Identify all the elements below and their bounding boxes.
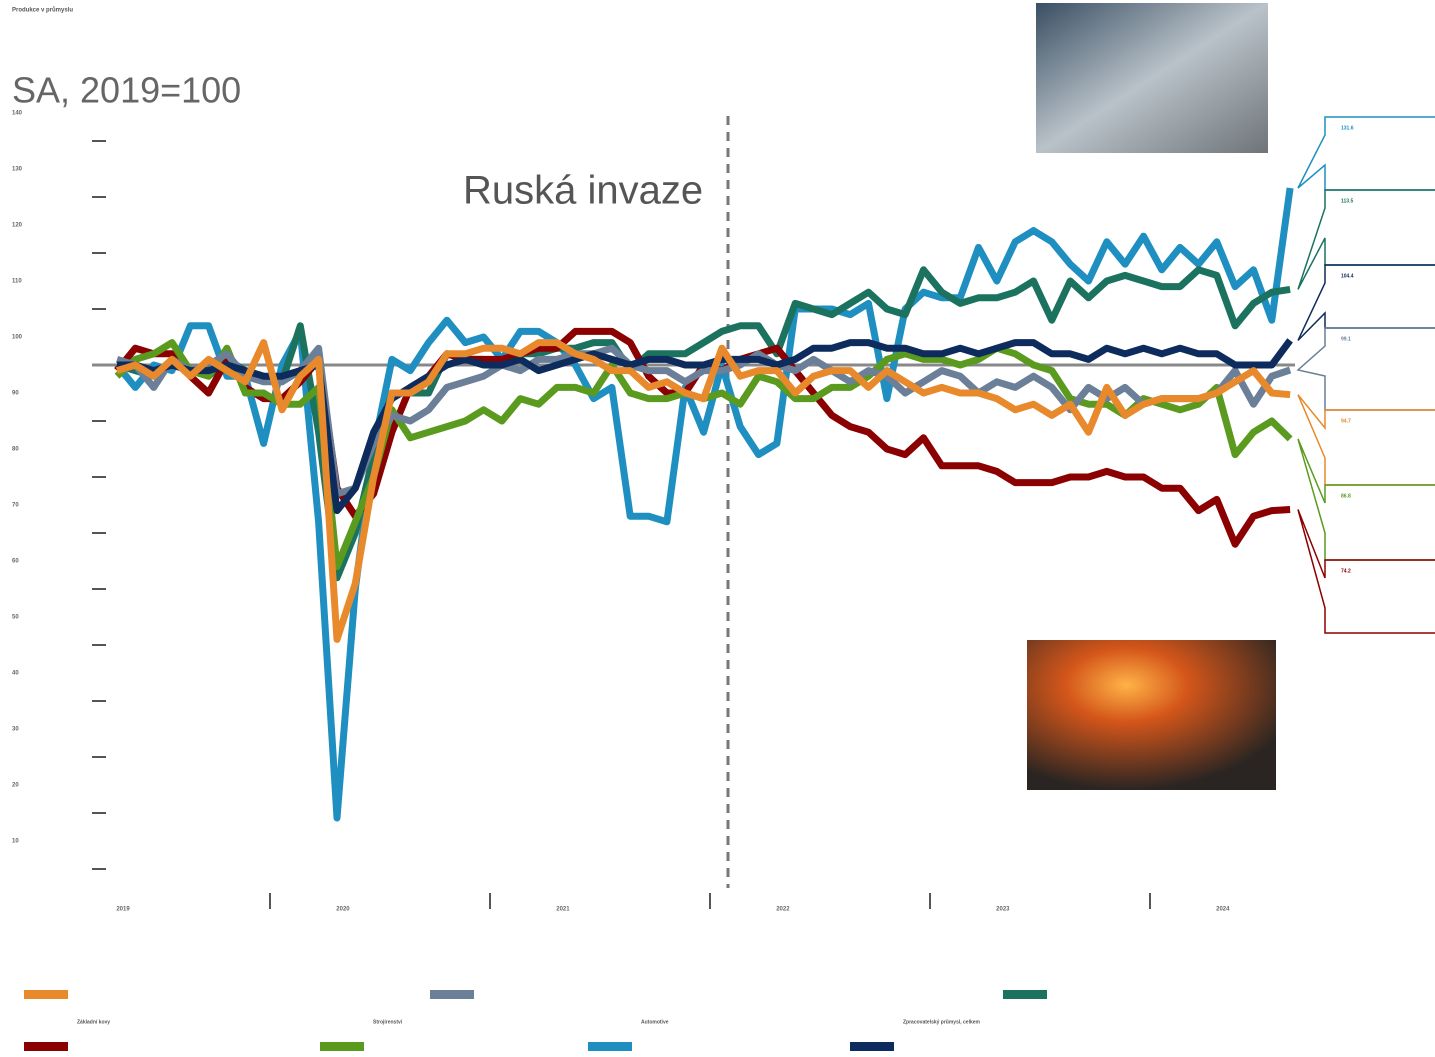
x-tick-label: 2021 (556, 907, 570, 913)
x-tick-label: 2019 (116, 907, 130, 913)
x-tick-label: 2020 (336, 907, 350, 913)
end-value-label: 99.1 (1341, 336, 1351, 342)
legend-swatch (588, 1042, 632, 1051)
series-line (115, 339, 1291, 643)
legend-label: Automotive (641, 1019, 669, 1025)
x-tick-label: 2023 (996, 907, 1010, 913)
y-tick-label: 130 (12, 167, 23, 173)
y-tick-label: 50 (12, 615, 19, 621)
callout-box (1297, 394, 1435, 486)
y-tick-label: 120 (12, 223, 23, 229)
end-value-label: 104.4 (1341, 273, 1354, 279)
end-value-label: 113.5 (1341, 198, 1353, 204)
legend-swatch (320, 1042, 364, 1051)
chart-subtitle: SA, 2019=100 (12, 70, 241, 111)
photo-car-factory (1036, 3, 1268, 153)
x-tick-label: 2024 (1216, 907, 1230, 913)
y-tick-label: 110 (12, 279, 22, 285)
y-tick-label: 140 (12, 111, 23, 117)
y-tick-label: 20 (12, 783, 19, 789)
y-tick-label: 10 (12, 839, 19, 845)
legend-swatch (850, 1042, 894, 1051)
callout-box (1296, 327, 1435, 411)
callout-box (1297, 264, 1435, 341)
end-value-label: 86.8 (1341, 493, 1351, 499)
series-line (115, 344, 1292, 498)
y-tick-label: 80 (12, 447, 19, 453)
y-tick-label: 60 (12, 559, 19, 565)
annotation: Ruská invaze (463, 169, 703, 213)
end-value-label: 74.2 (1341, 568, 1351, 574)
y-tick-label: 70 (12, 503, 19, 509)
end-value-label: 94.7 (1341, 418, 1351, 424)
callout-box (1297, 438, 1435, 561)
legend-swatch (430, 990, 474, 999)
end-value-label: 131.6 (1341, 125, 1354, 131)
chart-title: Produkce v průmyslu (12, 7, 73, 14)
y-tick-label: 40 (12, 671, 19, 677)
callout-box (1297, 189, 1435, 290)
callout-box (1297, 509, 1435, 634)
legend-swatch (1003, 990, 1047, 999)
legend-swatch (24, 990, 68, 999)
y-tick-label: 90 (12, 391, 19, 397)
legend-label: Strojírenství (373, 1019, 403, 1025)
photo-foundry (1027, 640, 1276, 790)
x-tick-label: 2022 (776, 907, 790, 913)
callout-box (1297, 116, 1435, 191)
y-tick-label: 100 (12, 335, 23, 341)
legend-label: Zpracovatelský průmysl, celkem (903, 1018, 981, 1025)
series-line (114, 187, 1294, 822)
legend-swatch (24, 1042, 68, 1051)
legend-label: Základní kovy (77, 1019, 110, 1025)
y-tick-label: 30 (12, 727, 19, 733)
